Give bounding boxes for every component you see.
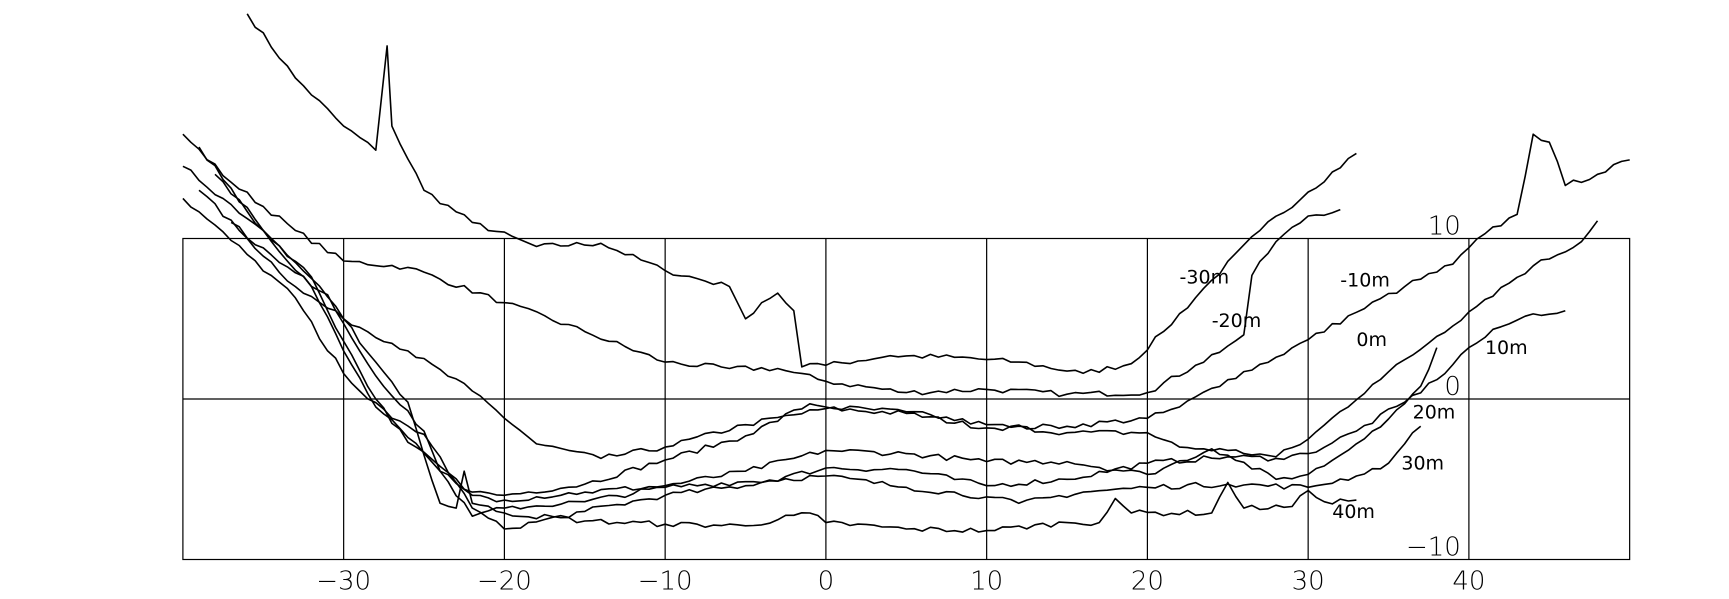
- x-tick-label: 40: [1452, 567, 1485, 597]
- series-line-40m: [198, 146, 1357, 533]
- series-label: -10m: [1340, 270, 1390, 292]
- x-tick-label: −10: [638, 567, 693, 597]
- plot-grid: [182, 237, 1631, 561]
- x-tick-label: 10: [970, 567, 1003, 597]
- series-line--10m: [198, 133, 1630, 460]
- y-tick-label: 0: [1444, 372, 1461, 402]
- series-label: -30m: [1180, 266, 1230, 288]
- series-line-10m: [182, 197, 1566, 530]
- y-tick-label: 10: [1428, 212, 1461, 242]
- y-tick-label: −10: [1406, 533, 1461, 563]
- series-line-0m: [182, 165, 1599, 497]
- series-label: 20m: [1413, 401, 1456, 423]
- series-label: 30m: [1401, 453, 1444, 475]
- series-line-30m: [230, 221, 1422, 518]
- x-tick-label: 0: [818, 567, 835, 597]
- series-line--30m: [246, 13, 1357, 375]
- x-tick-label: 20: [1131, 567, 1164, 597]
- series-line--20m: [182, 133, 1341, 398]
- series-label: 0m: [1356, 329, 1387, 351]
- x-tick-label: 30: [1292, 567, 1325, 597]
- x-tick-label: −20: [477, 567, 532, 597]
- series-label: 10m: [1485, 337, 1528, 359]
- x-tick-label: −30: [316, 567, 371, 597]
- series-label: 40m: [1332, 501, 1375, 523]
- series-label: -20m: [1212, 310, 1262, 332]
- labels-layer: −30 −20 −10 0 10 20 30 40 10 0 −10 -30m -20m -10m 0m 10…: [316, 212, 1527, 597]
- series-layer: [182, 13, 1630, 533]
- series-line-20m: [214, 173, 1438, 503]
